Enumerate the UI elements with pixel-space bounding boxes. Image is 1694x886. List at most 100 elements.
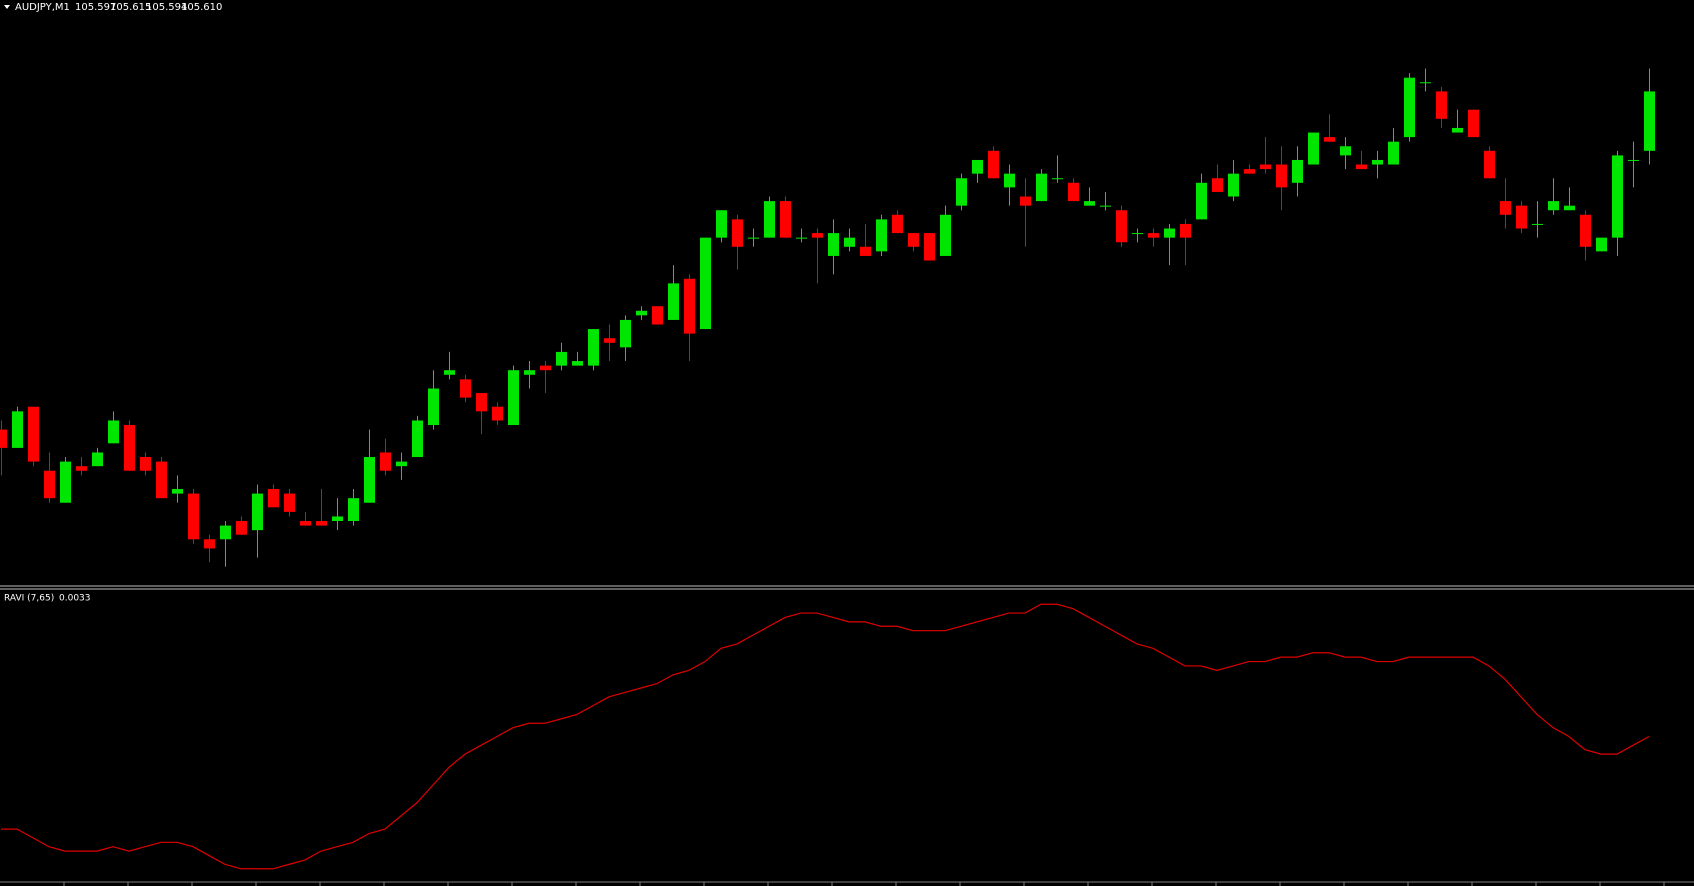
candle-body [1500,201,1511,215]
candle-body [1548,201,1559,211]
candle-body [1036,173,1047,202]
candle-body [284,493,295,512]
candle-body [188,493,199,540]
candle-body [1116,210,1127,243]
candle-body [1004,173,1015,188]
candle-body [1468,109,1479,138]
quote-close: 105.610 [181,2,222,13]
candle-body [1356,164,1367,170]
candle-body [892,214,903,234]
candle-body [572,361,583,366]
candle-body [0,429,7,448]
candle-body [396,461,407,467]
candle-body [1324,137,1335,142]
candle-body [604,338,615,343]
candle-body [764,201,775,238]
candle-body [1420,82,1431,84]
candle-body [1580,214,1591,247]
candle-body [924,233,935,261]
candle-body [1100,205,1111,207]
candle-body [1628,159,1639,161]
candle-body [908,233,919,247]
candle-body [1228,173,1239,197]
quote-low: 105.594 [146,2,187,13]
candle-body [556,351,567,366]
indicator-title: RAVI (7,65) [4,594,54,604]
candle-body [1388,141,1399,165]
candle-body [1020,196,1031,206]
candle-body [364,457,375,503]
candle-body [1276,164,1287,188]
candle-body [236,521,247,535]
candle-body [636,310,647,316]
candle-body [332,516,343,522]
symbol-title: AUDJPY,M1 [15,2,70,13]
candle-body [220,525,231,540]
candle-body [1596,237,1607,252]
candle-body [1052,178,1063,180]
candle-body [380,452,391,471]
indicator-value: 0.0033 [59,594,91,604]
candle-body [28,406,39,462]
candle-body [268,489,279,508]
candle-body [956,178,967,206]
candle-body [1436,91,1447,119]
candle-body [700,237,711,330]
candle-body [140,457,151,471]
candle-body [716,210,727,238]
candle-body [652,306,663,325]
candle-body [620,319,631,348]
candle-body [44,470,55,499]
candle-body [1196,182,1207,220]
candle-body [828,233,839,256]
candle-body [1340,146,1351,156]
candle-body [412,420,423,458]
candle-body [1068,182,1079,202]
candle-body [860,246,871,256]
candle-body [844,237,855,247]
candle-body [812,233,823,238]
candle-body [1564,205,1575,211]
candle-body [124,425,135,471]
candle-body [1132,233,1143,235]
candle-body [252,493,263,531]
candle-body [1612,155,1623,238]
candle-body [12,411,23,448]
candle-body [1260,164,1271,170]
candle-body [156,461,167,499]
candle-body [1644,91,1655,151]
candle-body [684,278,695,334]
candle-body [940,214,951,256]
candle-body [588,329,599,366]
candle-body [348,498,359,522]
candle-body [780,201,791,238]
candle-body [460,379,471,398]
candle-body [1164,228,1175,238]
candle-body [428,388,439,426]
candle-body [1244,169,1255,174]
candle-body [1372,159,1383,165]
candle-body [540,365,551,371]
candle-body [172,489,183,494]
quote-open: 105.597 [75,2,116,13]
candle-body [92,452,103,467]
candle-body [444,370,455,375]
candle-body [1452,127,1463,133]
candle-body [1148,233,1159,238]
candle-body [492,406,503,421]
candle-body [508,370,519,426]
candle-body [1180,223,1191,238]
candle-body [1292,159,1303,183]
candle-body [476,393,487,412]
candle-body [796,237,807,239]
dropdown-arrow[interactable] [4,5,10,9]
candle-body [1084,201,1095,206]
candle-body [1212,178,1223,192]
candle-body [972,159,983,174]
candle-body [1484,150,1495,179]
candle-body [668,283,679,320]
indicator-line [1,603,1650,870]
